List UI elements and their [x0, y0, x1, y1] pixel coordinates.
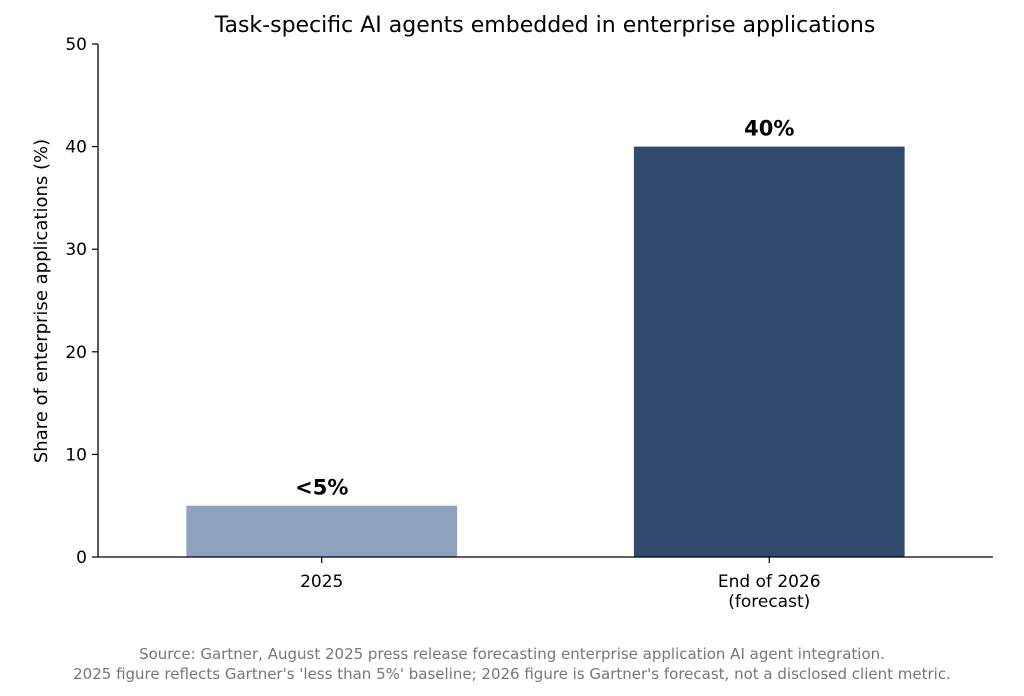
y-tick-label: 0 [76, 548, 87, 568]
y-tick-label: 20 [65, 343, 87, 363]
data-label-2: 40% [744, 117, 794, 141]
x-tick-label: (forecast) [728, 592, 810, 612]
bar-1 [186, 505, 458, 557]
y-axis-label: Share of enterprise applications (%) [31, 139, 52, 463]
y-tick-label: 10 [65, 445, 87, 465]
bar-2 [633, 146, 905, 557]
data-label-1: <5% [295, 476, 348, 500]
x-tick-label: 2025 [300, 572, 343, 592]
y-tick-label: 40 [65, 138, 87, 158]
plot-area: 0 10 20 30 40 50 <5% 2025 40% End of 2026(forecas… [65, 35, 905, 612]
source-footnote-line-1: Source: Gartner, August 2025 press relea… [139, 645, 885, 663]
y-tick-label: 30 [65, 240, 87, 260]
y-tick-label: 50 [65, 35, 87, 55]
x-tick-label: End of 2026 [718, 572, 821, 592]
source-footnote-line-2: 2025 figure reflects Gartner's 'less tha… [73, 665, 951, 683]
chart-title: Task-specific AI agents embedded in ente… [214, 13, 876, 38]
